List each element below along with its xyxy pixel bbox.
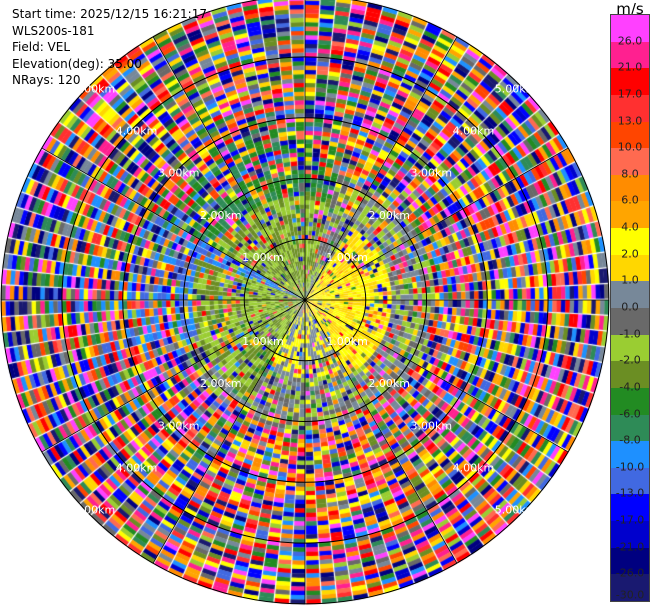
- colorbar-segment: [611, 414, 649, 442]
- colorbar-tick-label: -8.0: [619, 433, 641, 447]
- colorbar-segment: [611, 121, 649, 149]
- colorbar-tick-label: 6.0: [621, 193, 639, 207]
- colorbar-segment: [611, 201, 649, 229]
- colorbar-segment: [611, 441, 649, 469]
- colorbar-tick-label: 0.0: [621, 300, 639, 314]
- start-time-text: Start time: 2025/12/15 16:21:17: [12, 7, 207, 21]
- colorbar-tick-label: 13.0: [617, 114, 643, 128]
- colorbar-tick-label: 26.0: [617, 34, 643, 48]
- azimuth-spoke: [304, 36, 458, 301]
- azimuth-spoke: [41, 299, 306, 453]
- range-ring-label: 4.00km: [453, 125, 495, 138]
- range-ring-label: 5.00km: [74, 82, 116, 95]
- range-ring-label: 2.00km: [368, 209, 410, 222]
- colorbar-units-label: m/s: [616, 0, 644, 18]
- range-ring-label: 4.00km: [453, 461, 495, 474]
- colorbar-segment: [611, 94, 649, 123]
- range-ring-label: 1.00km: [326, 335, 368, 348]
- colorbar-segment: [611, 361, 649, 389]
- colorbar-segment: [611, 574, 649, 602]
- colorbar-tick-label: -2.0: [619, 353, 641, 367]
- range-ring-label: 2.00km: [200, 377, 242, 390]
- range-ring-label: 1.00km: [242, 335, 284, 348]
- colorbar-tick-label: -4.0: [619, 380, 641, 394]
- range-ring-label: 5.00km: [495, 504, 537, 517]
- colorbar-tick-label: -17.0: [615, 513, 645, 527]
- range-ring-label: 4.00km: [116, 125, 158, 138]
- colorbar-tick-label: -13.0: [615, 486, 645, 500]
- range-ring-label: 2.00km: [200, 209, 242, 222]
- range-ring-label: 5.00km: [74, 504, 116, 517]
- azimuth-spoke: [41, 147, 306, 301]
- colorbar-segment: [611, 494, 649, 522]
- colorbar-segment: [611, 281, 649, 309]
- colorbar-segment: [611, 387, 649, 416]
- field-text: Field: VEL: [12, 40, 71, 54]
- azimuth-spoke: [152, 36, 306, 301]
- range-ring-overlay: 1.00km 1.00km 1.00km 1.00km 2.00km 2.00km 2.00…: [0, 0, 610, 605]
- colorbar-segment: [611, 41, 649, 69]
- nrays-text: NRays: 120: [12, 73, 81, 87]
- range-ring-label: 3.00km: [411, 167, 453, 180]
- range-ring-label: 2.00km: [368, 377, 410, 390]
- elevation-text: Elevation(deg): 35.00: [12, 56, 142, 71]
- range-ring-label: 4.00km: [116, 461, 158, 474]
- colorbar-segment: [611, 334, 649, 362]
- colorbar-tick-label: -1.0: [619, 327, 641, 341]
- range-ring-label: 3.00km: [158, 167, 200, 180]
- colorbar-segment: [611, 308, 649, 336]
- azimuth-spoke: [304, 147, 569, 301]
- colorbar-tick-label: 17.0: [617, 87, 643, 101]
- range-ring-label: 3.00km: [411, 419, 453, 432]
- colorbar-tick-label: 2.0: [621, 247, 639, 261]
- scan-info-panel: Start time: 2025/12/15 16:21:17 WLS200s-…: [12, 6, 207, 89]
- colorbar-segment: [611, 547, 649, 575]
- colorbar-segment: [611, 148, 649, 176]
- azimuth-spoke: [152, 299, 306, 564]
- colorbar-segment: [611, 68, 649, 96]
- station-name-text: WLS200s-181: [12, 23, 95, 38]
- colorbar-segment: [611, 467, 649, 495]
- colorbar-segment: [611, 15, 649, 43]
- colorbar-tick-label: 4.0: [621, 220, 639, 234]
- colorbar-tick-label: -6.0: [619, 407, 641, 421]
- azimuth-spoke: [304, 299, 458, 564]
- colorbar-tick-label: 1.0: [621, 273, 639, 287]
- colorbar-segment: [611, 521, 649, 549]
- colorbar-tick-label: -21.0: [615, 540, 645, 554]
- colorbar-tick-label: -30.0: [615, 588, 645, 602]
- colorbar-tick-label: -10.0: [615, 460, 645, 474]
- velocity-colorbar: 26.0 21.0 17.0 13.0 10.0 8.0 6.0 4.0 2.0 1.0 0.0 -1…: [610, 14, 650, 602]
- range-ring-label: 5.00km: [495, 82, 537, 95]
- colorbar-tick-label: 8.0: [621, 167, 639, 181]
- range-ring-label: 1.00km: [326, 251, 368, 264]
- colorbar-segment: [611, 174, 649, 202]
- range-ring-label: 3.00km: [158, 419, 200, 432]
- colorbar-tick-label: 10.0: [617, 140, 643, 154]
- colorbar-tick-label: 21.0: [617, 60, 643, 74]
- azimuth-spoke: [304, 299, 569, 453]
- range-ring-label: 1.00km: [242, 251, 284, 264]
- colorbar-tick-label: -26.0: [615, 566, 645, 580]
- colorbar-segment: [611, 254, 649, 282]
- colorbar-segment: [611, 228, 649, 256]
